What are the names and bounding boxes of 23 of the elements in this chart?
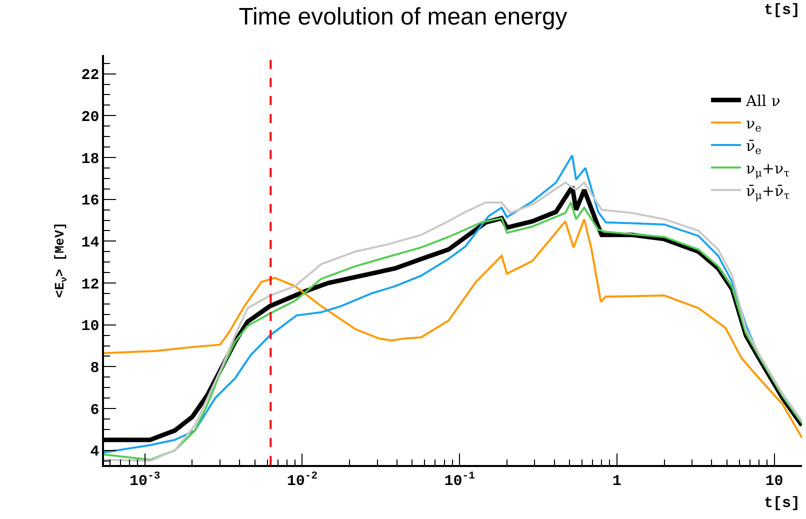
legend-label: All ν [745, 92, 780, 110]
y-tick-label: 8 [90, 360, 100, 377]
y-tick-label: 6 [90, 402, 100, 419]
x-tick-label: 1 [612, 472, 622, 490]
y-tick-label: 14 [81, 234, 100, 252]
legend-label: ν$_{μ}$+ν$_{τ}$ [746, 159, 790, 180]
chart-title: Time evolution of mean energy [238, 4, 568, 31]
legend-label: ν̄$_{e}$ [746, 136, 762, 157]
x-axis-title: t[s] [764, 495, 800, 512]
y-tick-label: 10 [81, 318, 100, 336]
legend-label: ν$_{e}$ [746, 114, 762, 134]
x-tick-label: 10 [765, 472, 784, 490]
y-tick-label: 22 [81, 67, 100, 84]
y-tick-label: 4 [90, 444, 100, 461]
y-tick-label: 16 [81, 192, 100, 210]
x-tick-label: 10$^{-1}$ [444, 470, 475, 490]
legend-label: ν̄$_{μ}$+ν̄$_{τ}$ [746, 182, 790, 202]
x-tick-label: 10$^{-3}$ [130, 470, 160, 490]
y-tick-label: 20 [81, 108, 100, 126]
y-tick-label: 18 [81, 150, 100, 168]
x-tick-label: 10$^{-2}$ [286, 470, 318, 490]
y-tick-label: 12 [81, 276, 100, 294]
text: t[s] [764, 2, 800, 19]
